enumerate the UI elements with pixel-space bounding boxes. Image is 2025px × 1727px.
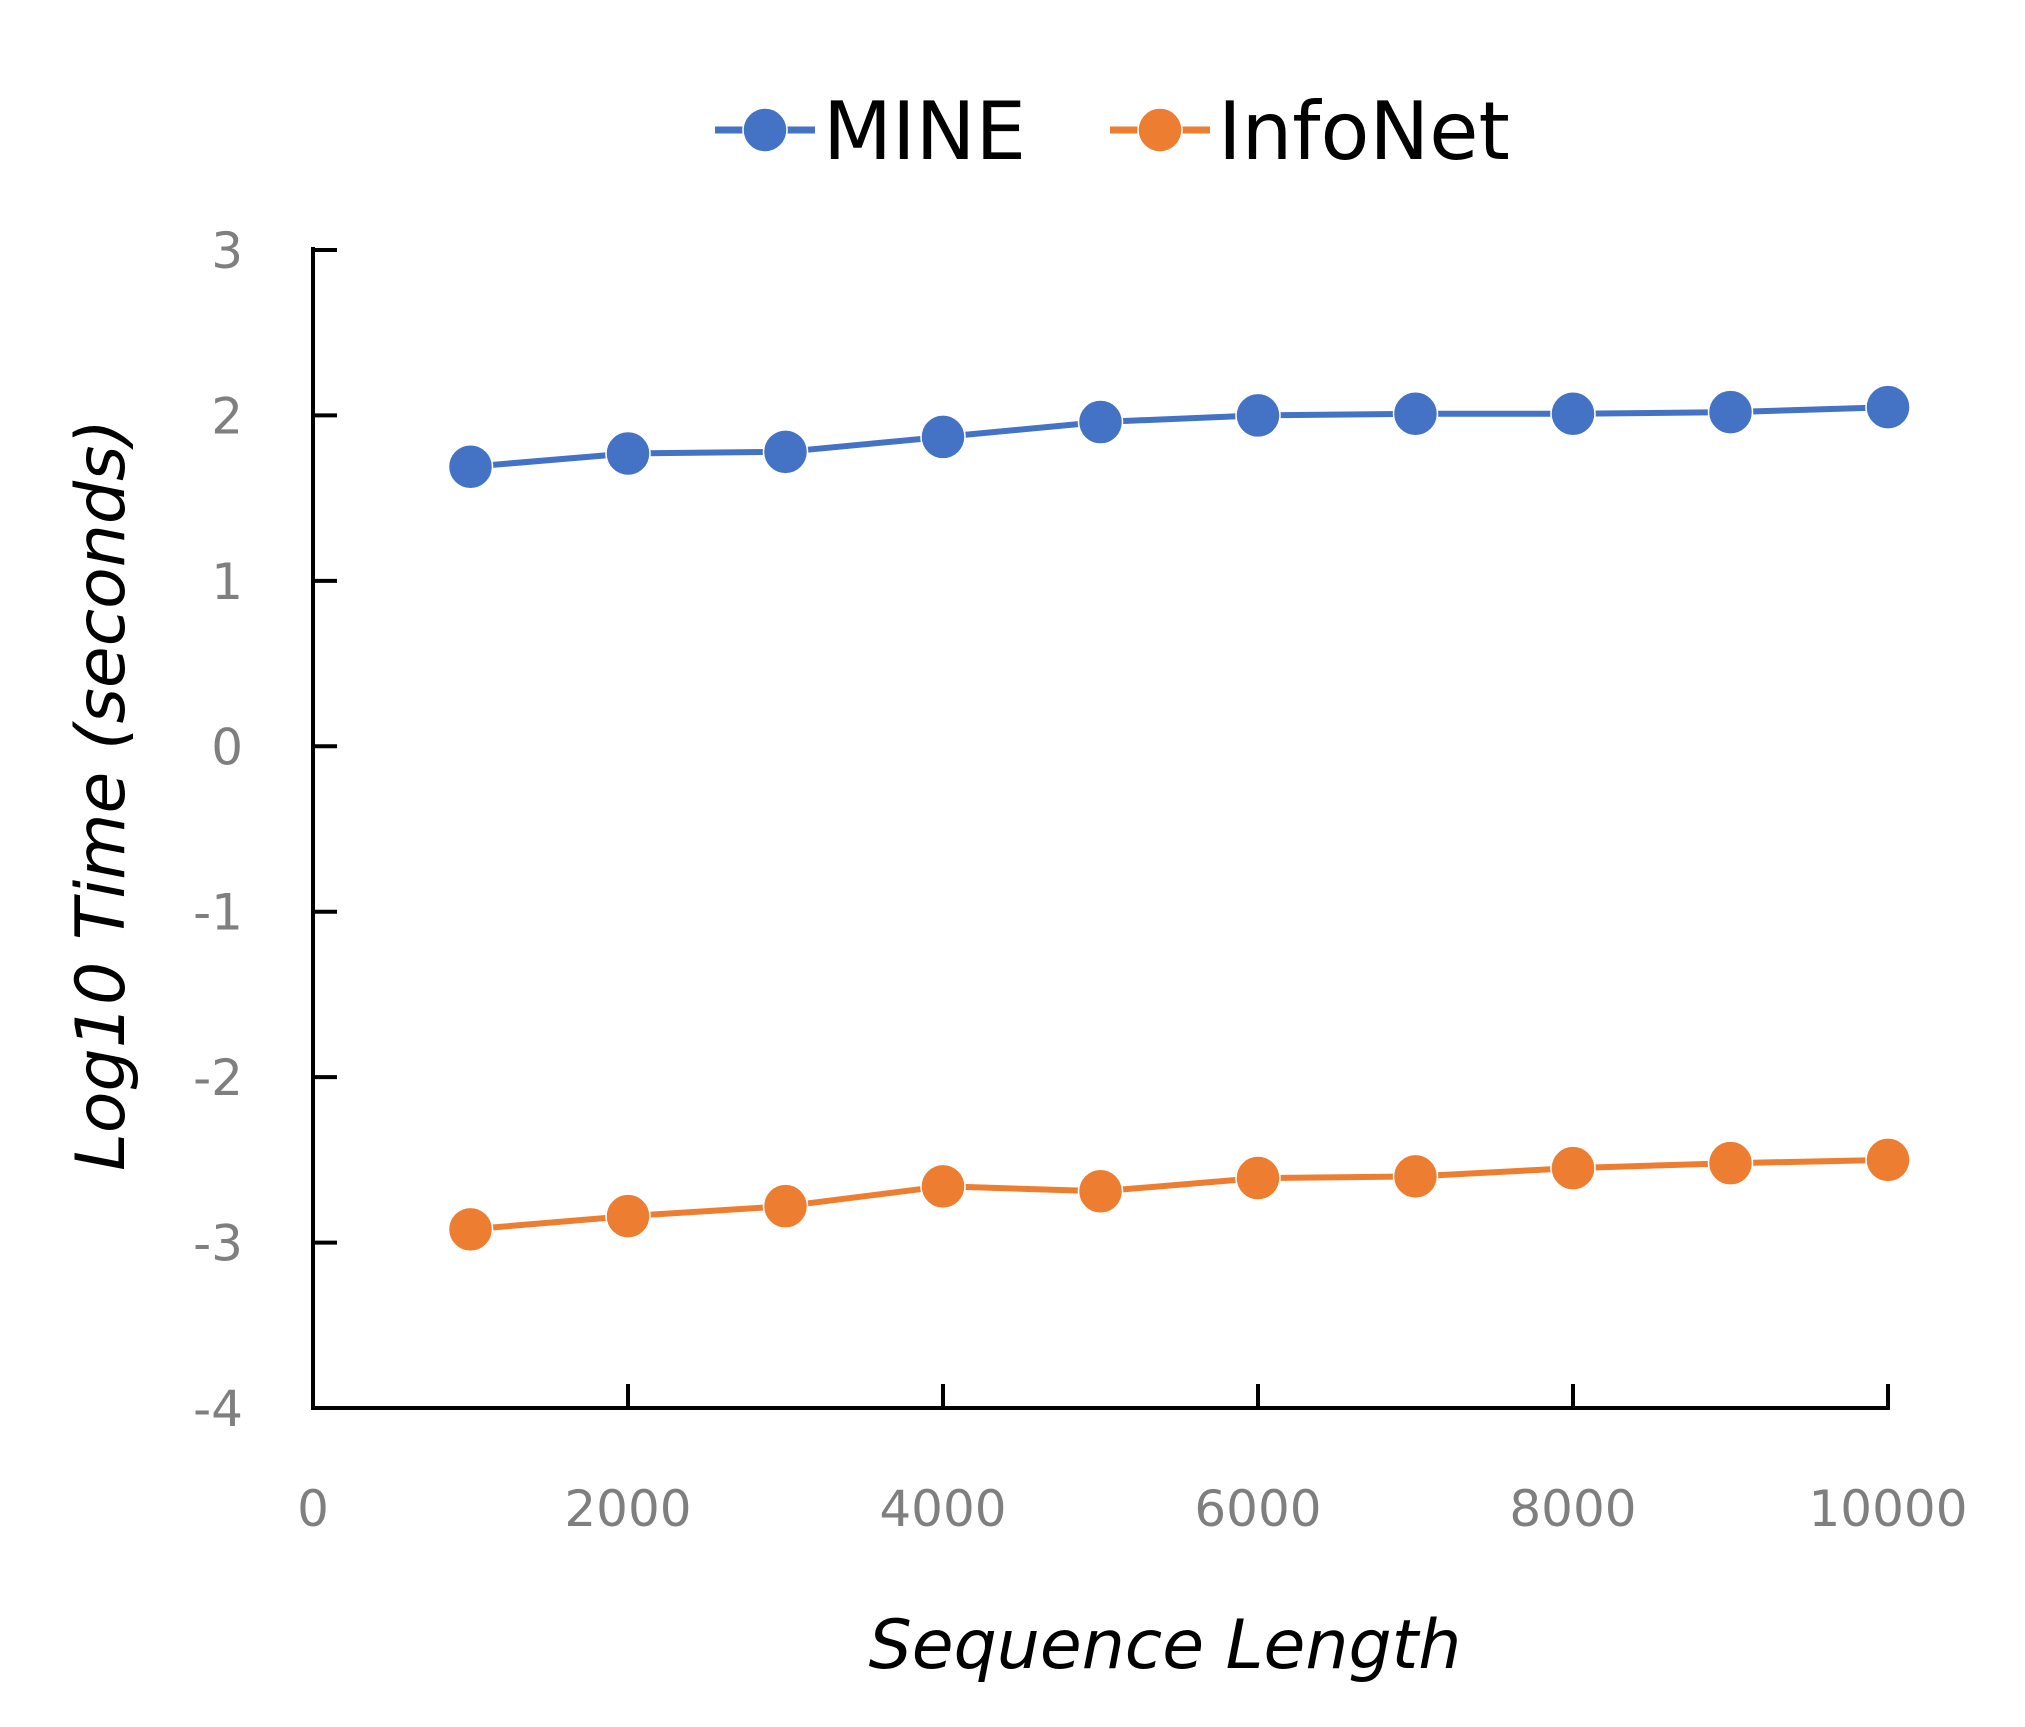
data-point (447, 1206, 494, 1253)
data-point (920, 414, 966, 460)
y-tick-label: 0 (211, 718, 243, 776)
legend: MINE InfoNet (715, 85, 1510, 178)
data-point (762, 1183, 809, 1229)
legend-item-mine: MINE (715, 85, 1026, 178)
data-point (1392, 391, 1439, 437)
data-point (1392, 1153, 1439, 1200)
x-tick-label: 8000 (1509, 1480, 1636, 1538)
y-tick-label: -2 (193, 1049, 243, 1107)
y-tick-label: -4 (193, 1380, 243, 1438)
y-tick-label: 3 (211, 222, 243, 280)
legend-marker (1137, 107, 1183, 153)
x-tick-label: 4000 (879, 1480, 1006, 1538)
data-point (1707, 1140, 1754, 1186)
data-point (605, 430, 651, 477)
data-point (1077, 399, 1124, 445)
legend-marker (742, 107, 788, 153)
data-point (1235, 392, 1281, 439)
x-tick-label: 2000 (564, 1480, 691, 1538)
y-tick-label: -1 (193, 884, 243, 942)
data-point (1077, 1168, 1124, 1215)
legend-label: MINE (823, 85, 1026, 178)
data-point (1865, 1137, 1911, 1183)
x-tick-label: 0 (297, 1480, 329, 1538)
series-line (470, 1156, 1889, 1233)
y-tick-label: 1 (211, 553, 243, 611)
data-point (1707, 389, 1754, 435)
data-point (1550, 391, 1596, 437)
data-point (1550, 1145, 1596, 1191)
x-tick-label: 6000 (1194, 1480, 1321, 1538)
legend-label: InfoNet (1218, 85, 1510, 178)
data-point (605, 1193, 651, 1239)
series-line (470, 404, 1889, 470)
legend-item-infonet: InfoNet (1110, 85, 1510, 178)
x-tick-label: 10000 (1808, 1480, 1967, 1538)
x-axis-title: Sequence Length (869, 1606, 1462, 1685)
series-infonet (447, 1137, 1911, 1253)
y-tick-label: 2 (211, 387, 243, 445)
y-axis-title: Log10 Time (seconds) (62, 419, 141, 1171)
data-point (762, 429, 809, 475)
data-point (920, 1163, 966, 1210)
data-point (1865, 384, 1911, 430)
series-mine (447, 384, 1911, 490)
data-point (447, 443, 494, 490)
axes: 3 2 1 0 -1 -2 -3 -4 0 2000 4000 6000 8000 10000 (193, 222, 1967, 1538)
y-tick-label: -3 (193, 1215, 243, 1273)
series-layer (447, 384, 1911, 1253)
data-point (1235, 1155, 1281, 1201)
